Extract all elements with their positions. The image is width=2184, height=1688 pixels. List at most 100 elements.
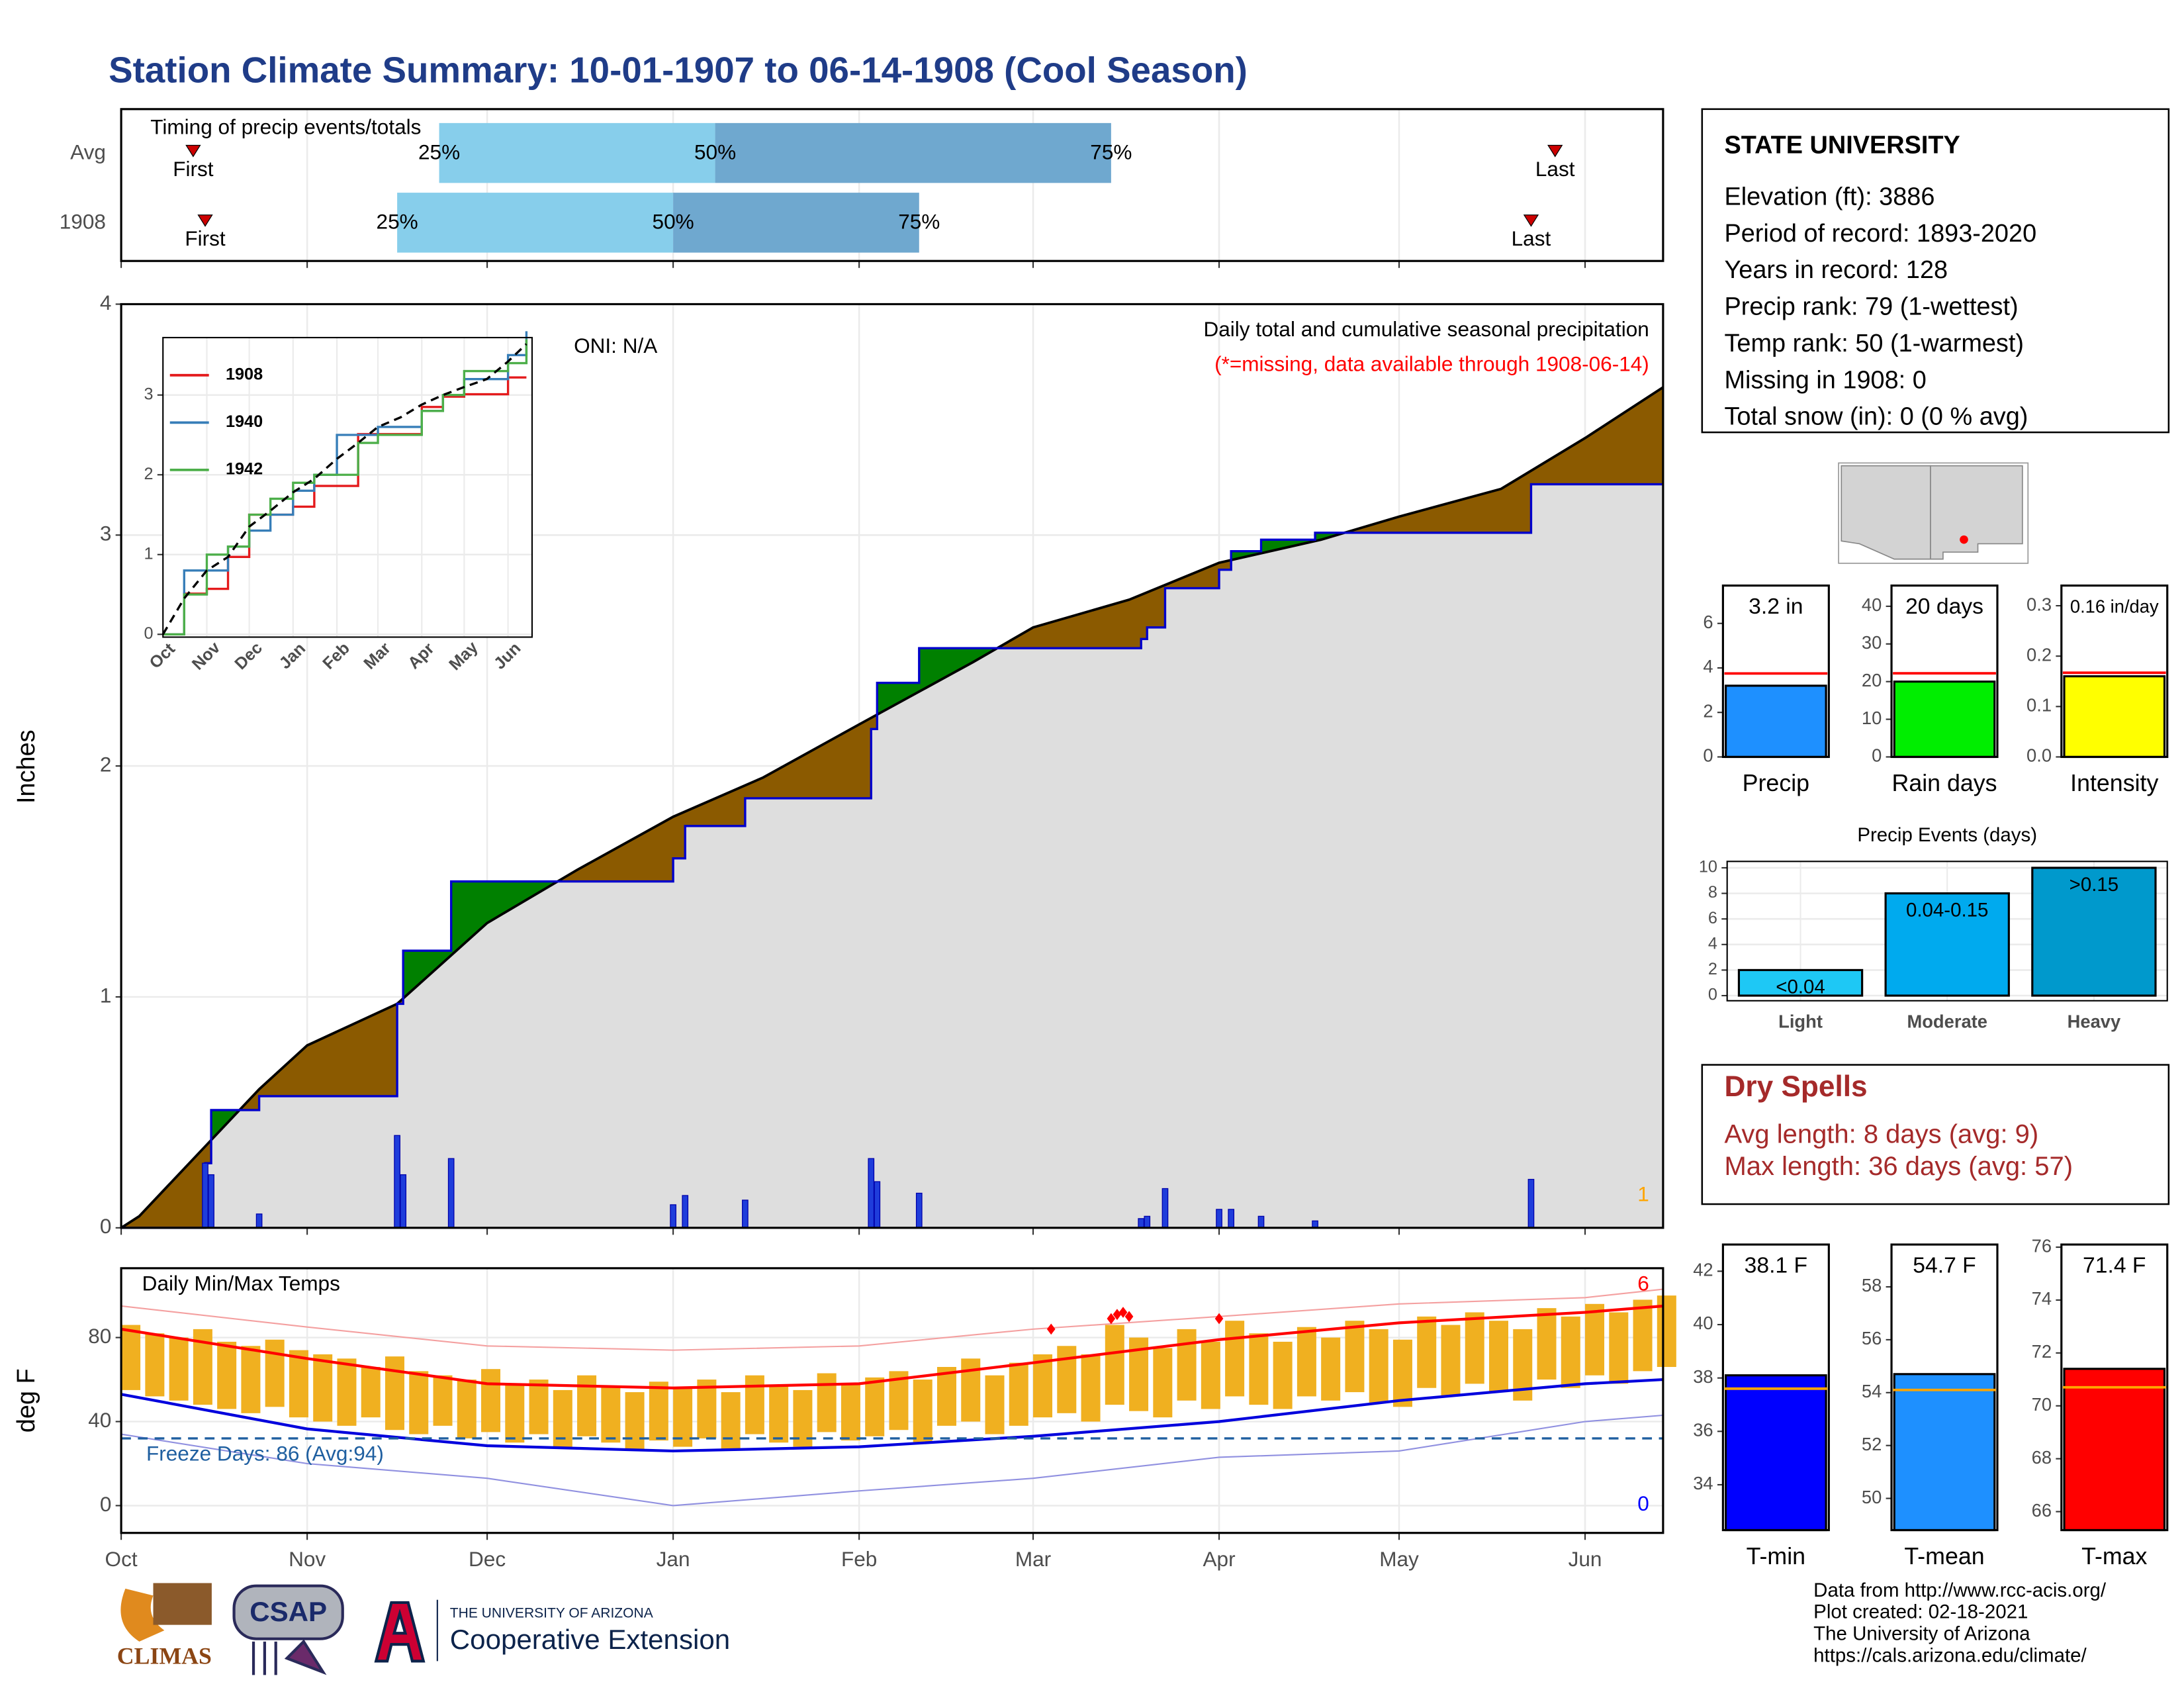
- value-label: 20 days: [1905, 594, 1983, 619]
- category-label: Rain days: [1891, 770, 1997, 796]
- temp-range-bar: [1465, 1312, 1484, 1384]
- y-tick-label: 1: [144, 544, 153, 563]
- temp-range-bar: [913, 1380, 933, 1443]
- chart-title: Daily Min/Max Temps: [142, 1271, 340, 1295]
- record-high-marker: [1124, 1311, 1134, 1323]
- station-line: Missing in 1908: 0: [1724, 366, 1926, 394]
- temp-range-bar: [505, 1383, 525, 1443]
- y-tick-label: 2: [1703, 700, 1713, 721]
- credit-line: Data from http://www.rcc-acis.org/: [1813, 1579, 2107, 1601]
- value-label: 54.7 F: [1913, 1254, 1976, 1278]
- ua-logo: [374, 1601, 426, 1663]
- temp-range-bar: [1201, 1341, 1220, 1409]
- first-marker: [185, 144, 201, 158]
- y-tick-label: 0: [1708, 986, 1717, 1004]
- y-tick-label: 2: [1708, 960, 1717, 978]
- x-tick-label: Mar: [1015, 1547, 1051, 1571]
- y-tick-label: 0.0: [2026, 745, 2052, 766]
- early-bar: [397, 193, 674, 253]
- y-tick-label: 40: [1693, 1313, 1713, 1333]
- cumulative-line: [121, 483, 1663, 1229]
- temp-range-bar: [1081, 1354, 1101, 1422]
- temp-range-bar: [1105, 1325, 1124, 1405]
- y-tick-label: 0.2: [2026, 644, 2052, 665]
- row-label: Avg: [70, 140, 106, 164]
- x-tick-label: May: [1379, 1547, 1419, 1571]
- legend-label: 1908: [226, 365, 263, 383]
- y-tick-label: 3: [100, 522, 112, 545]
- y-tick-label: 0: [1872, 745, 1882, 766]
- temp-range-bar: [217, 1341, 237, 1409]
- category-label: T-mean: [1904, 1543, 1984, 1570]
- temp-range-bar: [457, 1380, 477, 1438]
- y-tick-label: 0: [1703, 745, 1713, 766]
- quartile-label: 50%: [694, 140, 736, 164]
- temp-range-bar: [1057, 1346, 1077, 1413]
- csap-logo-text: CSAP: [250, 1596, 327, 1627]
- temp-range-bar: [865, 1377, 885, 1436]
- y-tick-label: 42: [1693, 1260, 1713, 1280]
- y-tick-label: 10: [1699, 858, 1717, 876]
- temp-range-bar: [1321, 1337, 1341, 1401]
- y-tick-label: 52: [1862, 1434, 1882, 1454]
- category-label: T-min: [1747, 1543, 1805, 1570]
- y-tick-label: 74: [2032, 1288, 2052, 1309]
- chart-title: Precip Events (days): [1857, 824, 2037, 846]
- y-tick-label: 0.1: [2026, 695, 2052, 716]
- first-label: First: [173, 157, 214, 181]
- freeze-label: Freeze Days: 86 (Avg:94): [146, 1442, 384, 1466]
- summary-bar: [1893, 1373, 1996, 1532]
- y-tick-label: 2: [100, 752, 112, 776]
- daily-precip-bar: [400, 1174, 407, 1229]
- first-label: First: [185, 226, 226, 250]
- station-box: [1701, 108, 2170, 434]
- daily-precip-bar: [670, 1204, 676, 1229]
- temp-range-bar: [337, 1358, 357, 1426]
- temp-range-bar: [936, 1367, 956, 1426]
- bar: [1737, 968, 1864, 997]
- temp-range-bar: [649, 1382, 668, 1441]
- x-tick-label: Apr: [1203, 1547, 1236, 1571]
- dry-spell-line: Avg length: 8 days (avg: 9): [1724, 1119, 2038, 1149]
- panel-border: [2060, 585, 2169, 759]
- temp-range-bar: [169, 1337, 189, 1401]
- temp-range-bar: [1249, 1333, 1269, 1405]
- y-axis-label: Inches: [13, 729, 40, 804]
- temp-range-bar: [1177, 1329, 1197, 1401]
- station-name: STATE UNIVERSITY: [1724, 132, 1960, 160]
- y-tick-label: 68: [2032, 1447, 2052, 1468]
- y-tick-label: 50: [1862, 1487, 1882, 1507]
- summary-bar: [1725, 684, 1827, 759]
- temp-range-bar: [721, 1392, 741, 1449]
- temp-range-bar: [961, 1358, 981, 1422]
- x-tick-label: Light: [1778, 1011, 1823, 1032]
- temp-range-bar: [481, 1369, 501, 1432]
- temp-range-bar: [1392, 1339, 1412, 1407]
- last-label: Last: [1512, 226, 1551, 250]
- csap-logo-cloud: [232, 1584, 344, 1640]
- daily-precip-bar: [682, 1195, 689, 1229]
- row-label: 1908: [60, 210, 106, 234]
- normal-max-line: [120, 1304, 1664, 1389]
- temp-range-bar: [1417, 1316, 1437, 1388]
- plot-border: [120, 108, 1664, 262]
- early-bar: [439, 122, 715, 183]
- daily-precip-bar: [874, 1181, 881, 1229]
- temp-range-bar: [769, 1385, 789, 1443]
- timing-title: Timing of precip events/totals: [150, 115, 421, 139]
- temp-range-bar: [1561, 1316, 1580, 1388]
- summary-bar: [2063, 675, 2166, 759]
- last-label: Last: [1535, 157, 1575, 181]
- x-tick-label: Dec: [469, 1547, 506, 1571]
- temp-range-bar: [1033, 1354, 1053, 1418]
- y-tick-label: 34: [1693, 1473, 1713, 1493]
- record-low-count: 0: [1637, 1491, 1649, 1515]
- temp-range-bar: [1345, 1321, 1365, 1393]
- corner-label: 1: [1637, 1182, 1649, 1206]
- temp-range-bar: [817, 1373, 837, 1432]
- late-bar: [673, 193, 919, 253]
- value-label: 71.4 F: [2083, 1254, 2146, 1278]
- panel-border: [1890, 585, 1999, 759]
- summary-bar: [1893, 680, 1996, 759]
- y-tick-label: 66: [2032, 1500, 2052, 1521]
